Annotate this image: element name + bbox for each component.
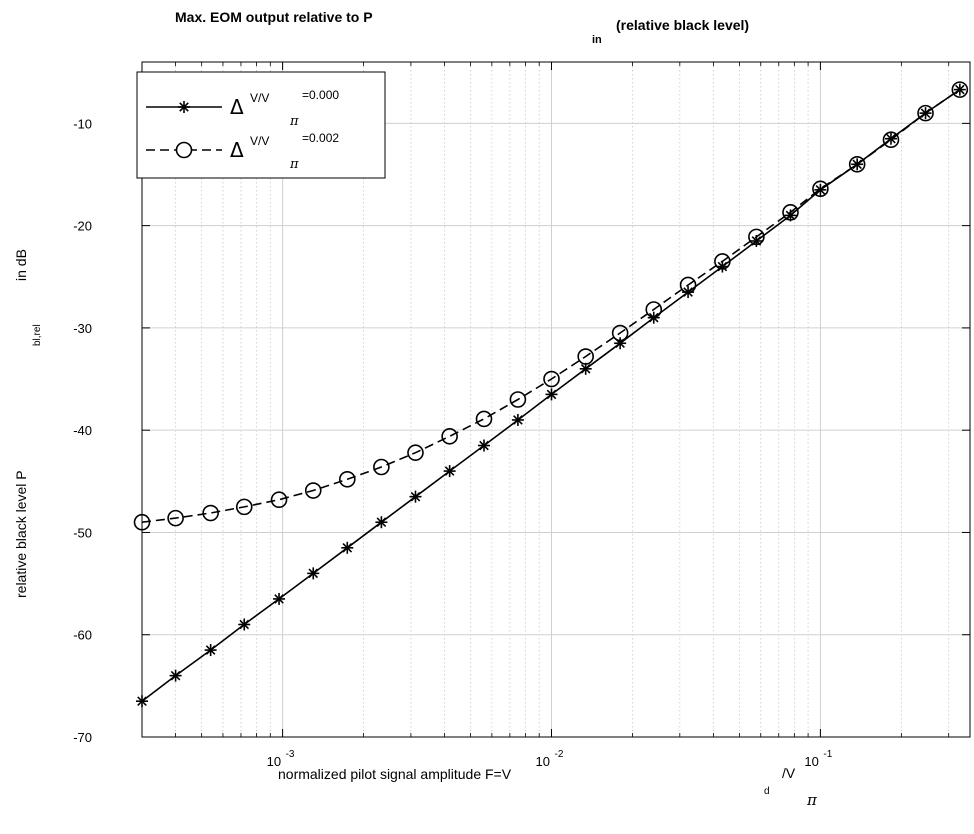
chart-title: Max. EOM output relative to P <box>175 9 373 25</box>
star-marker <box>178 101 190 113</box>
circle-marker <box>543 370 560 388</box>
star-marker <box>814 183 827 196</box>
star-marker <box>478 439 491 452</box>
star-marker <box>953 83 966 96</box>
series-layer <box>133 81 969 708</box>
x-tick-labels: 10 -3 10 -2 10 -1 <box>267 749 833 769</box>
x-axis-label-pi: π <box>806 791 818 809</box>
x-tick-label: 10 <box>536 754 550 769</box>
y-tick-label: -10 <box>73 116 92 131</box>
circle-marker <box>373 458 390 476</box>
x-axis-label-subscript: d <box>764 786 770 797</box>
legend-delta-symbol: Δ <box>230 138 244 162</box>
circle-marker <box>848 155 866 173</box>
y-axis-label-suffix: in dB <box>13 249 29 281</box>
y-tick-label: -70 <box>73 730 92 745</box>
y-tick-label: -20 <box>73 219 92 234</box>
ticks-layer <box>141 62 970 738</box>
circle-marker <box>812 180 829 198</box>
x-tick-exponent: -2 <box>555 749 564 760</box>
legend-pi-subscript: π <box>289 114 299 129</box>
y-axis-label: relative black level P <box>13 470 29 598</box>
circle-marker <box>407 444 424 461</box>
circle-marker <box>917 104 934 122</box>
star-marker <box>511 413 524 426</box>
chart-title-suffix: (relative black level) <box>616 17 749 33</box>
circle-marker <box>611 324 629 342</box>
x-tick-exponent: -3 <box>286 749 295 760</box>
star-marker <box>307 567 320 580</box>
star-marker <box>375 516 388 529</box>
y-axis-label-subscript: bl,rel <box>32 324 43 346</box>
star-marker <box>851 158 864 171</box>
y-tick-label: -40 <box>73 423 92 438</box>
star-marker <box>545 388 558 401</box>
legend-box <box>136 71 386 179</box>
star-marker <box>579 362 592 375</box>
star-marker <box>273 592 286 605</box>
circle-marker <box>882 131 900 149</box>
circle-marker <box>714 253 731 270</box>
legend-value: =0.002 <box>302 131 339 145</box>
x-tick-exponent: -1 <box>823 749 832 760</box>
star-marker <box>919 107 932 120</box>
legend-pi-subscript: π <box>289 157 299 172</box>
circle-marker <box>235 498 253 516</box>
plot-frame <box>141 61 971 738</box>
circle-marker <box>202 504 219 522</box>
circle-marker <box>270 491 288 509</box>
x-axis-label-slash: /V <box>782 765 796 781</box>
x-tick-label: 10 <box>267 754 281 769</box>
circle-marker <box>748 228 765 246</box>
circle-marker <box>475 410 493 428</box>
circle-marker <box>167 509 184 527</box>
circle-marker <box>441 428 458 445</box>
legend-value: =0.000 <box>302 88 339 102</box>
star-marker <box>204 644 217 657</box>
x-tick-label: 10 <box>804 754 818 769</box>
star-marker <box>784 209 797 222</box>
circle-marker <box>951 81 969 98</box>
circle-marker <box>338 470 356 488</box>
y-tick-labels: -70 -60 -50 -40 -30 -20 -10 <box>73 116 92 745</box>
circle-marker <box>577 348 594 365</box>
star-marker <box>341 541 354 554</box>
x-axis-label: normalized pilot signal amplitude F=V <box>278 766 512 782</box>
circle-marker <box>304 482 322 499</box>
legend-circle-marker <box>175 141 193 159</box>
y-tick-label: -50 <box>73 525 92 540</box>
y-tick-label: -30 <box>73 321 92 336</box>
star-marker <box>716 260 729 273</box>
circle-marker <box>679 276 697 294</box>
circle-marker <box>509 391 527 408</box>
circle-marker <box>782 204 799 221</box>
star-marker <box>884 132 897 145</box>
star-marker <box>169 669 182 682</box>
star-marker <box>443 465 456 478</box>
series-line-2 <box>141 88 961 523</box>
circle-marker <box>645 301 663 318</box>
legend-superscript: V/V <box>250 134 269 148</box>
y-tick-label: -60 <box>73 628 92 643</box>
chart-title-subscript: in <box>592 34 602 46</box>
legend-delta-symbol: Δ <box>230 95 244 119</box>
star-marker <box>409 490 422 503</box>
star-marker <box>238 618 251 631</box>
legend-superscript: V/V <box>250 91 269 105</box>
